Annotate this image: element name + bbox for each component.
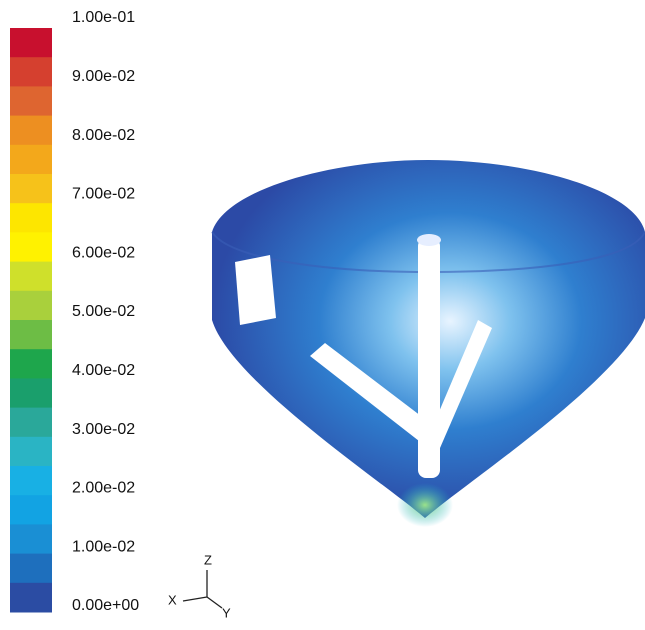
colorbar-label: 9.00e-02 (72, 68, 135, 85)
color-band (10, 408, 52, 438)
page: {"colorbar": {"labels": ["1.00e-01", "9.… (0, 0, 645, 625)
color-band (10, 57, 52, 87)
color-band (10, 145, 52, 175)
colorbar-label: 4.00e-02 (72, 362, 135, 379)
color-band (10, 291, 52, 321)
color-band (10, 116, 52, 146)
colorbar-label: 3.00e-02 (72, 421, 135, 438)
visualization: 1.00e-01 9.00e-02 8.00e-02 7.00e-02 6.00e-02… (0, 0, 645, 625)
color-band (10, 554, 52, 584)
colorbar-label: 0.00e+00 (72, 597, 139, 614)
color-band (10, 524, 52, 554)
color-band (10, 232, 52, 262)
colorbar-label: 1.00e-01 (72, 9, 135, 26)
cone (212, 160, 645, 527)
color-band (10, 86, 52, 116)
color-band (10, 320, 52, 350)
axis-label: Z (204, 552, 212, 567)
colorbar-label: 6.00e-02 (72, 244, 135, 261)
color-band (10, 583, 52, 613)
axis-label: X (168, 592, 177, 607)
axis-label: Y (222, 605, 231, 620)
color-band (10, 203, 52, 233)
colorbar-labels: 1.00e-01 9.00e-02 8.00e-02 7.00e-02 6.00e-02… (72, 9, 139, 614)
color-band (10, 349, 52, 379)
color-band (10, 378, 52, 408)
colorbar (10, 28, 52, 613)
color-band (10, 437, 52, 467)
colorbar-label: 5.00e-02 (72, 303, 135, 320)
colorbar-label: 7.00e-02 (72, 186, 135, 203)
color-band (10, 28, 52, 58)
colorbar-label: 2.00e-02 (72, 480, 135, 497)
axis-triad (183, 570, 222, 608)
color-band (10, 174, 52, 204)
colorbar-label: 1.00e-02 (72, 538, 135, 555)
colorbar-label: 8.00e-02 (72, 127, 135, 144)
color-band (10, 495, 52, 525)
color-band (10, 262, 52, 292)
color-band (10, 466, 52, 496)
